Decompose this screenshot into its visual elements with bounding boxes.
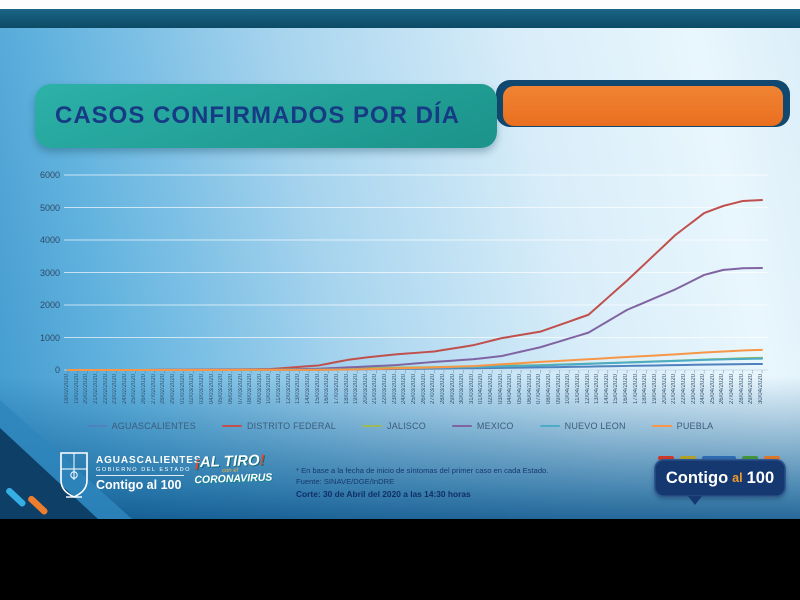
bubble-dash (764, 456, 780, 460)
gov-slogan: Contigo al 100 (96, 478, 182, 492)
legend-item-puebla: PUEBLA (651, 421, 714, 431)
title-card: CASOS CONFIRMADOS POR DÍA (35, 84, 497, 148)
al-tiro-exclamation-close: ! (259, 451, 265, 469)
note-basis: * En base a la fecha de inicio de síntom… (296, 466, 549, 475)
top-margin-strip (0, 0, 800, 9)
legend-item-aguascalientes: AGUASCALIENTES (86, 421, 196, 431)
bubble-word-al: al (732, 471, 743, 485)
contigo-al-100-logo: Contigo al 100 (654, 459, 786, 497)
note-source: Fuente: SINAVE/DGE/InDRE (296, 477, 395, 486)
gov-subtitle: GOBIERNO DEL ESTADO (96, 467, 192, 473)
legend-label: MEXICO (476, 421, 514, 431)
page-title: CASOS CONFIRMADOS POR DÍA (55, 102, 461, 129)
legend-label: PUEBLA (676, 421, 714, 431)
legend-swatch (86, 424, 107, 428)
bubble-logo-tail (688, 496, 702, 505)
legend-swatch (362, 424, 382, 428)
bubble-logo-dashes (658, 456, 782, 460)
gov-divider (96, 475, 184, 476)
bubble-dash (680, 456, 696, 460)
legend-label: DISTRITO FEDERAL (246, 421, 336, 431)
gov-state-name: AGUASCALIENTES (96, 455, 202, 466)
legend-item-nuevo-leon: NUEVO LEON (539, 421, 626, 431)
legend-label: AGUASCALIENTES (111, 421, 196, 431)
legend-item-jalisco: JALISCO (362, 421, 426, 431)
bubble-word-contigo: Contigo (665, 468, 729, 487)
bubble-dash (742, 456, 758, 460)
legend-swatch (539, 424, 560, 428)
note-cutoff-date: Corte: 30 de Abril del 2020 a las 14:30 … (296, 489, 471, 499)
legend-label: JALISCO (387, 421, 426, 431)
bubble-word-100: 100 (746, 468, 775, 487)
legend-swatch (221, 424, 242, 428)
legend-item-mexico: MEXICO (451, 421, 514, 431)
bubble-dash (658, 456, 674, 460)
bubble-dash (702, 456, 736, 460)
chart-legend: AGUASCALIENTES DISTRITO FEDERAL JALISCO MEX… (0, 421, 800, 431)
legend-item-distrito-federal: DISTRITO FEDERAL (221, 421, 336, 431)
legend-label: NUEVO LEON (564, 421, 626, 431)
government-logo-text: AGUASCALIENTES GOBIERNO DEL ESTADO Conti… (96, 455, 201, 492)
al-tiro-coronavirus: CORONAVIRUS (194, 471, 273, 487)
legend-swatch (451, 424, 472, 428)
legend-swatch (651, 424, 672, 428)
al-tiro-campaign-logo: ¡AL TIRO! con el CORONAVIRUS (193, 451, 273, 487)
coat-of-arms-icon (60, 452, 88, 498)
source-notes: * En base a la fecha de inicio de síntom… (296, 466, 606, 499)
header-bar (0, 9, 800, 28)
orange-accent-bar (503, 86, 783, 126)
